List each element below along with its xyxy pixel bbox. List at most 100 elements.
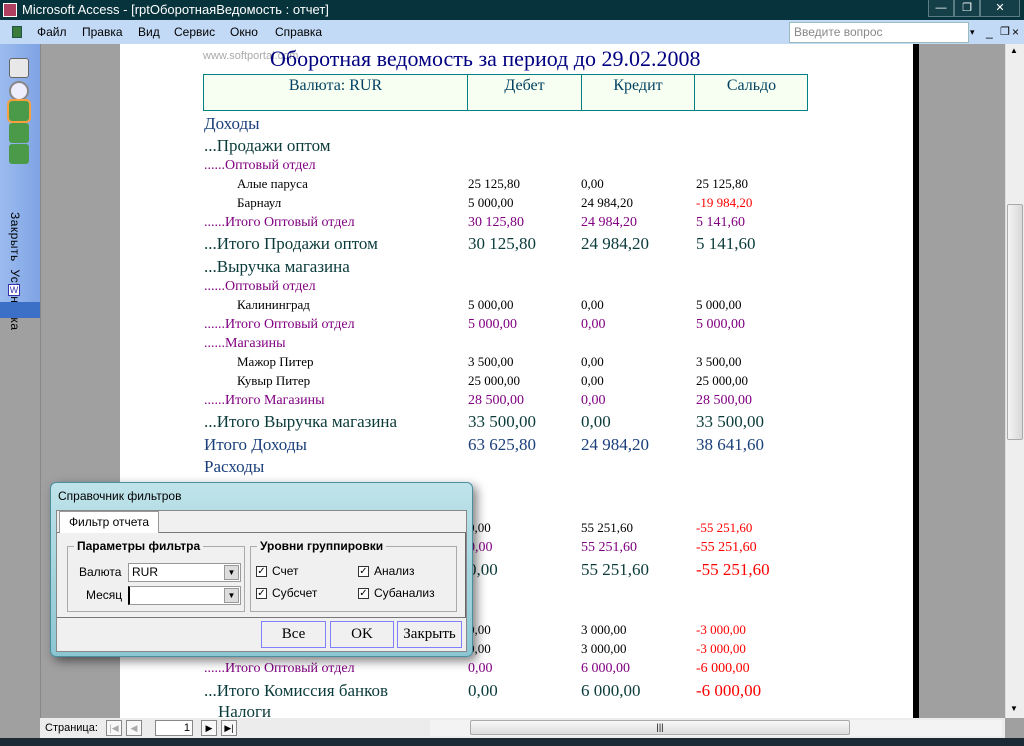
- checkbox-subaccount-label: Субсчет: [272, 586, 318, 600]
- ask-question-input[interactable]: Введите вопрос: [789, 22, 969, 43]
- close-preview-button[interactable]: Закрыть: [8, 212, 22, 262]
- row-label: Барнаул: [237, 195, 282, 210]
- first-page-button[interactable]: |◀: [106, 720, 122, 736]
- row-debet: 28 500,00: [468, 393, 524, 408]
- next-page-button[interactable]: ▶: [201, 720, 217, 736]
- tab-report-filter[interactable]: Фильтр отчета: [59, 511, 159, 533]
- checkbox-analysis[interactable]: ✓: [358, 566, 369, 577]
- row-debet: 3 500,00: [468, 354, 514, 369]
- row-saldo: 5 000,00: [696, 297, 742, 312]
- vertical-scroll-thumb[interactable]: [1007, 204, 1023, 440]
- prev-page-button[interactable]: ◀: [126, 720, 142, 736]
- close-dialog-button[interactable]: Закрыть: [397, 621, 462, 648]
- row-credit: 0,00: [581, 373, 604, 388]
- print-icon[interactable]: [9, 58, 29, 78]
- row-credit: 3 000,00: [581, 622, 627, 637]
- zoom-icon[interactable]: [9, 81, 29, 101]
- chevron-down-icon[interactable]: ▼: [224, 565, 239, 580]
- horizontal-scroll-thumb[interactable]: |||: [470, 720, 850, 735]
- word-icon[interactable]: W: [8, 284, 20, 296]
- row-label: ...Продажи оптом: [204, 136, 331, 155]
- vertical-scrollbar[interactable]: ▲ ▼: [1005, 44, 1024, 718]
- menu-file[interactable]: Файл: [37, 25, 67, 39]
- row-debet: 0,00: [468, 540, 493, 555]
- row-credit: 0,00: [581, 176, 604, 191]
- grouping-levels-group: Уровни группировки ✓ Счет ✓ Анализ ✓ Суб…: [250, 539, 457, 612]
- two-pages-icon[interactable]: [9, 123, 29, 143]
- header-credit: Кредит: [582, 75, 695, 110]
- row-saldo: -3 000,00: [696, 641, 746, 656]
- menu-view[interactable]: Вид: [138, 25, 160, 39]
- row-debet: 30 125,80: [468, 215, 524, 230]
- checkbox-account[interactable]: ✓: [256, 566, 267, 577]
- row-credit: 55 251,60: [581, 540, 637, 555]
- setup-button[interactable]: Установка: [8, 269, 22, 331]
- title-bar: Microsoft Access - [rptОборотнаяВедомост…: [0, 0, 1024, 20]
- row-saldo: 25 000,00: [696, 373, 748, 388]
- filter-params-legend: Параметры фильтра: [77, 539, 201, 553]
- row-debet: 33 500,00: [468, 412, 536, 431]
- ask-dropdown-icon[interactable]: ▾: [970, 27, 975, 37]
- chevron-down-icon[interactable]: ▼: [224, 588, 239, 603]
- checkbox-subanalysis-label: Субанализ: [374, 586, 435, 600]
- menu-edit[interactable]: Правка: [82, 25, 123, 39]
- row-label: Налоги: [218, 702, 272, 718]
- row-debet: 0,00: [468, 681, 498, 700]
- toolbar-options-button[interactable]: [0, 302, 40, 318]
- scroll-up-icon[interactable]: ▲: [1010, 46, 1018, 55]
- row-saldo: 5 141,60: [696, 215, 745, 230]
- row-saldo: -55 251,60: [696, 540, 757, 555]
- row-saldo: 28 500,00: [696, 393, 752, 408]
- filter-params-group: Параметры фильтра Валюта RUR ▼ Месяц ▼: [67, 539, 245, 612]
- checkbox-subanalysis[interactable]: ✓: [358, 588, 369, 599]
- row-label: ...Итого Комиссия банков: [204, 681, 389, 700]
- row-saldo: 33 500,00: [696, 412, 764, 431]
- row-credit: 0,00: [581, 317, 606, 332]
- header-saldo: Сальдо: [726, 77, 777, 94]
- page-edge: [913, 44, 919, 718]
- close-button[interactable]: ✕: [980, 0, 1020, 17]
- row-label: ......Итого Оптовый отдел: [204, 215, 355, 230]
- dialog-title: Справочник фильтров: [58, 489, 182, 503]
- row-debet: 0,00: [468, 661, 493, 676]
- menu-help[interactable]: Справка: [275, 25, 323, 39]
- maximize-button[interactable]: ❐: [954, 0, 980, 17]
- row-debet: 5 000,00: [468, 297, 514, 312]
- menu-window[interactable]: Окно: [230, 25, 258, 39]
- horizontal-scrollbar[interactable]: |||: [430, 720, 1002, 736]
- month-label: Месяц: [86, 588, 123, 602]
- menu-tools[interactable]: Сервис: [174, 25, 216, 39]
- window-title: Microsoft Access - [rptОборотнаяВедомост…: [22, 2, 329, 17]
- page-number-input[interactable]: 1: [155, 720, 193, 736]
- access-app-icon: [3, 3, 17, 17]
- doc-restore-button[interactable]: ❐: [1000, 26, 1010, 38]
- row-saldo: 38 641,60: [696, 435, 764, 454]
- row-debet: 0,00: [468, 641, 491, 656]
- report-title: Оборотная ведомость за период до 29.02.2…: [270, 46, 701, 71]
- multiple-pages-icon[interactable]: [9, 144, 29, 164]
- checkbox-subaccount[interactable]: ✓: [256, 588, 267, 599]
- doc-minimize-button[interactable]: _: [986, 25, 993, 39]
- ok-button[interactable]: OK: [330, 621, 394, 648]
- row-label: ...Итого Продажи оптом: [204, 234, 378, 253]
- row-debet: 25 125,80: [468, 176, 520, 191]
- minimize-button[interactable]: —: [928, 0, 954, 17]
- row-debet: 25 000,00: [468, 373, 520, 388]
- doc-close-button[interactable]: ×: [1012, 25, 1020, 39]
- scroll-down-icon[interactable]: ▼: [1010, 704, 1018, 713]
- row-credit: 0,00: [581, 354, 604, 369]
- currency-select[interactable]: RUR ▼: [128, 563, 241, 582]
- currency-label: Валюта: [79, 565, 122, 579]
- row-label: ...Итого Выручка магазина: [204, 412, 398, 431]
- row-debet: 0,00: [468, 520, 491, 535]
- one-page-icon[interactable]: [7, 99, 31, 123]
- last-page-button[interactable]: ▶|: [221, 720, 237, 736]
- row-label: ......Итого Магазины: [204, 393, 325, 408]
- filter-dialog: Справочник фильтров Фильтр отчета Параме…: [50, 482, 473, 657]
- row-label: Калининград: [237, 297, 310, 312]
- row-label: Итого Доходы: [204, 435, 307, 454]
- month-select[interactable]: ▼: [128, 586, 241, 605]
- all-button[interactable]: Все: [261, 621, 326, 648]
- row-label: ......Оптовый отдел: [204, 279, 316, 294]
- row-debet: 0,00: [468, 622, 491, 637]
